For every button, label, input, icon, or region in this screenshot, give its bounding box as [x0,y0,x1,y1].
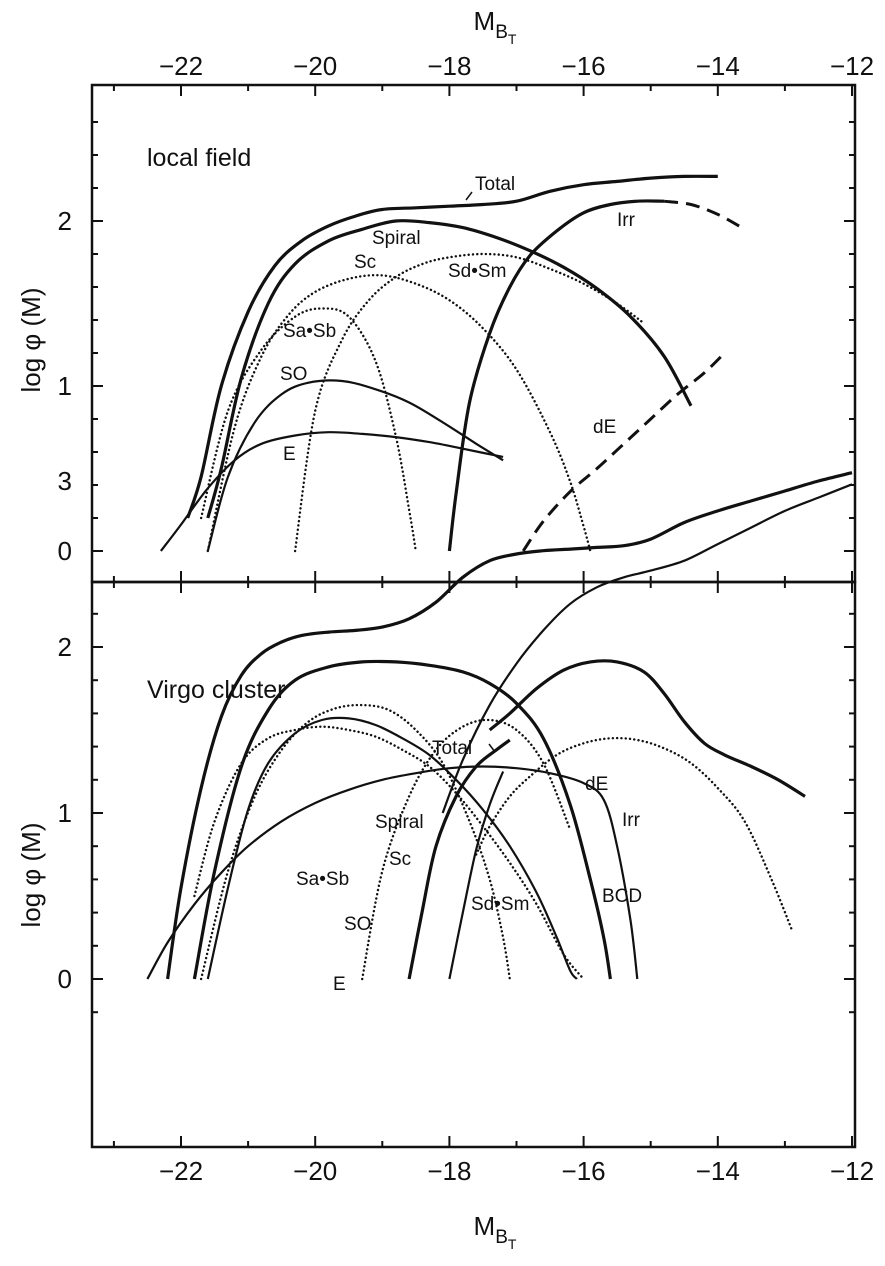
bottom-series-total-line [166,471,853,980]
top-series-sa-sb-line [199,307,417,553]
top-series-e-line [160,431,504,552]
bottom-label-de: dE [585,774,608,795]
top-label-s0: SO [280,364,307,385]
bottom-x-axis-title-base: M [474,1211,496,1241]
label-leader-line [488,743,496,753]
bottom-x-tick-label: −14 [696,1156,740,1186]
bottom-series-segment-line [448,771,505,980]
top-x-tick-label: −14 [696,51,740,81]
bottom-y-tick-label: 3 [58,466,72,496]
bottom-label-irr: Irr [622,810,641,831]
bottom-series-e-line [146,765,639,980]
tick-layer [92,85,855,1147]
bottom-x-axis-title-subsub: T [508,1236,517,1252]
bottom-x-axis-title: MBT [474,1211,517,1252]
bottom-series-segment-line [407,738,511,980]
top-series-total-line [186,174,718,519]
bottom-label-sa-sb: Sa•Sb [296,869,349,890]
top-x-axis-title: MBT [474,6,517,47]
top-y-tick-label: 1 [58,371,72,401]
top-label-sc: Sc [354,252,376,273]
top-label-irr: Irr [617,210,636,231]
bottom-series-sa-sb-line [193,725,585,981]
bottom-series-bcd-line [475,736,793,931]
top-series-sc-line [206,274,592,553]
bottom-y-tick-label: 2 [58,632,72,662]
bottom-x-tick-label: −22 [159,1156,203,1186]
bottom-x-tick-label: −12 [830,1156,874,1186]
top-y-axis-title: log φ (M) [16,288,46,393]
top-x-axis-title-base: M [474,6,496,36]
bottom-y-tick-label: 0 [58,964,72,994]
top-y-tick-label: 2 [58,206,72,236]
top-label-spiral: Spiral [372,228,421,249]
top-x-axis-title-sub: B [495,22,508,43]
bottom-series-spiral-line [192,659,612,980]
curve-layer [146,174,853,981]
label-leader-line [465,191,473,201]
bottom-series-s0-line [206,716,578,980]
bottom-x-tick-label: −16 [562,1156,606,1186]
bottom-x-tick-label: −20 [293,1156,337,1186]
bottom-series-irr-line [488,659,806,798]
panel-bottom-frame [90,580,857,1149]
top-series-spiral-line [206,219,693,519]
bottom-x-tick-label: −18 [427,1156,471,1186]
bottom-y-tick-label: 1 [58,798,72,828]
bottom-label-e: E [333,974,346,995]
top-label-de: dE [593,417,616,438]
top-x-tick-label: −12 [830,51,874,81]
bottom-series-sc-line [199,703,511,981]
bottom-x-axis-title-sub: B [495,1227,508,1248]
bottom-label-spiral: Spiral [375,812,424,833]
top-x-tick-label: −20 [293,51,337,81]
bottom-label-total: Total [432,738,472,759]
bottom-panel-title: Virgo cluster [147,676,286,704]
top-label-e: E [283,444,296,465]
top-series-sd-sm-line [293,252,646,553]
top-series-irr-line [447,199,665,552]
top-series-irr-extrapolated--line [663,199,746,231]
top-series-s0-line [206,379,504,552]
label-layer: −22 −20 −18 −16 −14 −12 0 1 2 −22 −20 −18 −16 −14 −12 0… [58,51,875,1186]
top-label-sa-sb: Sa•Sb [283,321,336,342]
top-label-total: Total [475,174,515,195]
bottom-series-de-line [441,483,853,814]
top-x-tick-label: −22 [159,51,203,81]
bottom-label-bcd: BCD [602,886,642,907]
bottom-label-s0: SO [344,914,371,935]
top-label-sd-sm: Sd•Sm [448,261,506,282]
top-x-tick-label: −18 [427,51,471,81]
top-panel-title: local field [147,144,251,172]
top-x-axis-title-subsub: T [508,31,517,47]
bottom-label-sd-sm: Sd•Sm [471,894,529,915]
top-series-de-line [521,351,726,552]
bottom-y-axis-title: log φ (M) [16,823,46,928]
bottom-label-sc: Sc [389,849,411,870]
top-x-tick-label: −16 [562,51,606,81]
bottom-series-sd-sm-line [361,718,572,981]
top-y-tick-label: 0 [58,536,72,566]
